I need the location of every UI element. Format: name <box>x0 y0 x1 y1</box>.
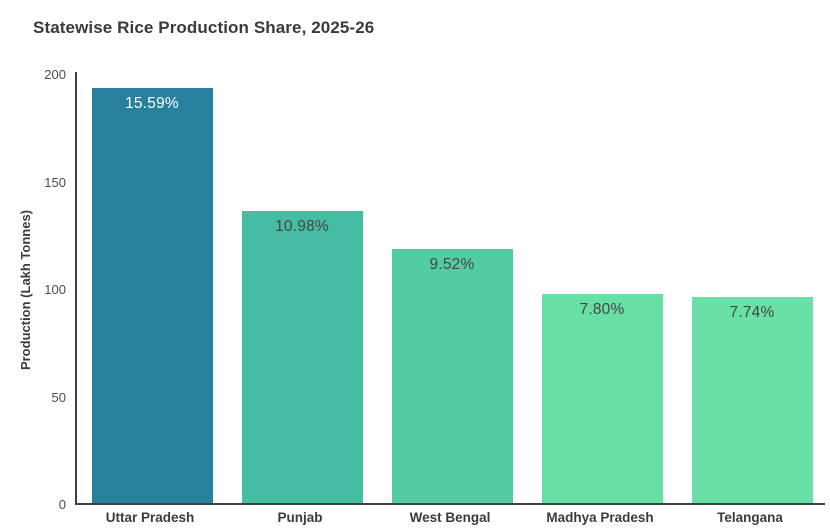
x-tick-label: Uttar Pradesh <box>105 510 195 525</box>
y-tick-label: 100 <box>44 282 66 297</box>
y-tick-label: 50 <box>51 389 66 405</box>
bar-value-label: 15.59% <box>125 95 179 113</box>
x-tick-label: West Bengal <box>409 510 491 525</box>
x-tick-label: Madhya Pradesh <box>546 510 654 525</box>
bar-uttar-pradesh: 15.59% <box>91 88 213 503</box>
plot-area: 15.59% 10.98% 9.52% 7.80% 7.74% <box>75 72 825 505</box>
y-tick-label: 150 <box>44 174 66 190</box>
y-tick-label: 200 <box>44 67 66 82</box>
y-tick-label: 0 <box>58 497 66 512</box>
bar-value-label: 9.52% <box>429 256 475 274</box>
x-tick-label: Punjab <box>277 510 323 525</box>
bar-madhya-pradesh: 7.80% <box>541 294 663 503</box>
bar-value-label: 10.98% <box>275 217 329 235</box>
bar-telangana: 7.74% <box>691 296 813 503</box>
chart-title: Statewise Rice Production Share, 2025-26 <box>33 18 375 37</box>
bar-west-bengal: 9.52% <box>391 249 513 503</box>
bar-value-label: 7.74% <box>729 303 775 321</box>
x-tick-label: Telangana <box>717 510 783 525</box>
bar-value-label: 7.80% <box>579 301 625 319</box>
bar-punjab: 10.98% <box>241 210 363 503</box>
